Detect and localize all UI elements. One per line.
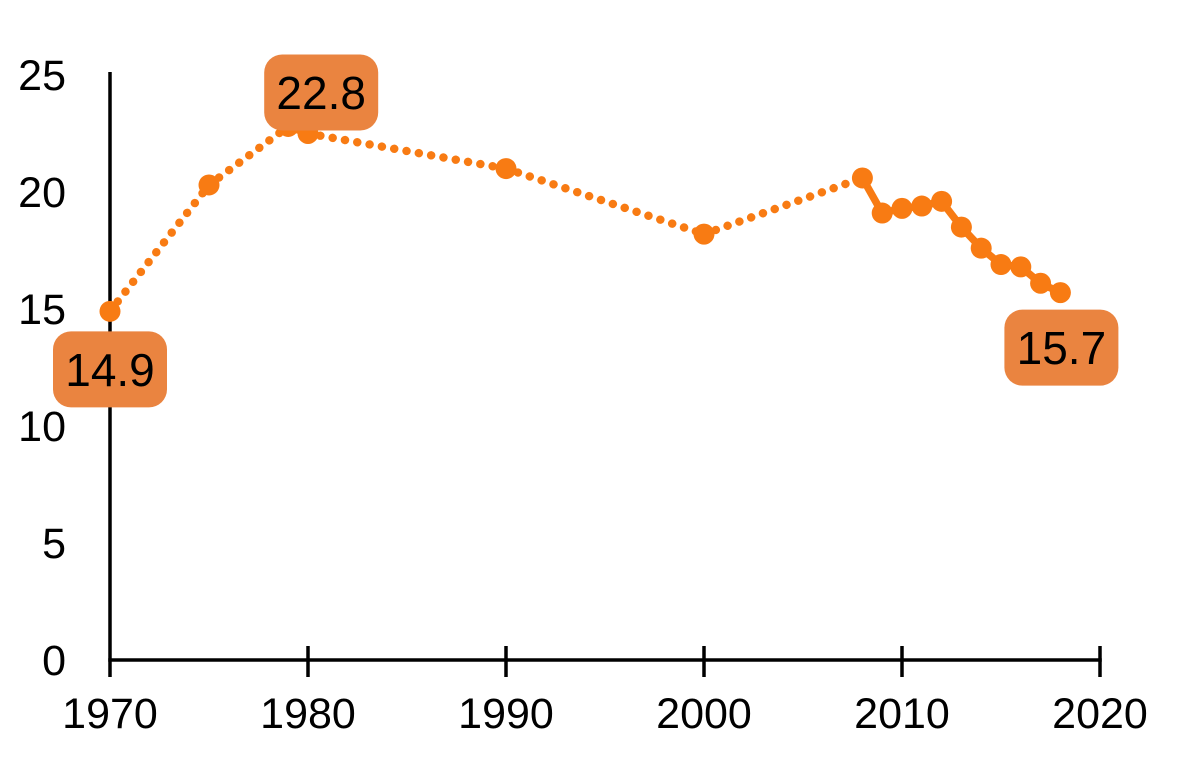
y-tick-label: 20 <box>18 169 66 217</box>
x-tick-label: 2010 <box>854 690 950 738</box>
x-tick-label: 1990 <box>458 690 554 738</box>
data-point-marker <box>1010 256 1032 278</box>
data-point-marker <box>1030 272 1052 294</box>
series-segment-dotted <box>501 164 709 239</box>
data-label-box <box>1004 309 1119 386</box>
data-label-box <box>53 331 167 408</box>
series-segment-dotted <box>303 129 511 173</box>
y-tick-label: 25 <box>18 52 66 100</box>
data-point-marker <box>1049 282 1071 304</box>
data-point-marker <box>950 216 972 238</box>
x-tick-label: 2020 <box>1052 690 1148 738</box>
data-point-marker <box>495 158 517 180</box>
x-tick-label: 1970 <box>62 690 158 738</box>
series-segment-dotted <box>699 173 867 239</box>
data-point-marker <box>871 202 893 224</box>
x-tick-label: 1980 <box>260 690 356 738</box>
data-label-callout: 14.9 <box>53 331 167 408</box>
data-label-callout: 22.8 <box>264 54 379 131</box>
y-tick-label: 15 <box>18 286 66 334</box>
data-label-callout: 15.7 <box>1004 309 1119 386</box>
y-tick-label: 10 <box>18 403 66 451</box>
data-label-text: 22.8 <box>276 67 366 119</box>
data-point-marker <box>970 237 992 259</box>
data-point-marker <box>198 174 220 196</box>
x-tick-label: 2000 <box>656 690 752 738</box>
series-segment-dotted <box>204 122 293 190</box>
data-point-marker <box>99 300 121 322</box>
data-point-marker <box>851 167 873 189</box>
y-tick-label: 5 <box>42 520 66 568</box>
data-point-marker <box>693 223 715 245</box>
data-point-marker <box>931 190 953 212</box>
data-label-text: 15.7 <box>1017 322 1107 374</box>
data-label-text: 14.9 <box>65 344 155 396</box>
data-label-box <box>264 54 379 131</box>
series-segment-dotted <box>105 180 214 316</box>
data-point-marker <box>911 195 933 217</box>
data-point-marker <box>990 254 1012 276</box>
data-point-marker <box>891 197 913 219</box>
y-tick-label: 0 <box>42 637 66 685</box>
